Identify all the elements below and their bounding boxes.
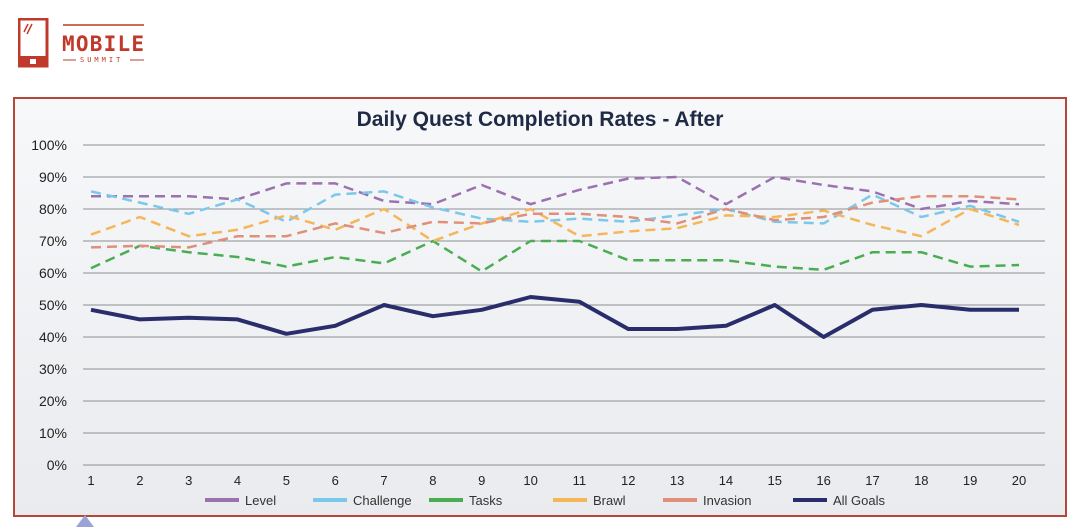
y-tick-label: 60%: [39, 265, 67, 281]
series-line-level: [91, 175, 1020, 211]
svg-text:SUMMIT: SUMMIT: [80, 56, 123, 64]
x-tick-label: 12: [621, 473, 635, 488]
y-tick-label: 10%: [39, 425, 67, 441]
legend-label: Tasks: [469, 493, 503, 508]
x-tick-label: 2: [136, 473, 143, 488]
line-chart: Daily Quest Completion Rates - After 0% 1…: [31, 108, 1045, 508]
legend-label: Invasion: [703, 493, 751, 508]
y-tick-label: 80%: [39, 201, 67, 217]
y-tick-label: 0%: [47, 457, 67, 473]
x-tick-label: 10: [523, 473, 537, 488]
cursor-triangle-icon: [76, 515, 94, 527]
legend-label: Brawl: [593, 493, 626, 508]
series-line-all-goals: [90, 295, 1019, 339]
series-line-tasks: [90, 239, 1020, 273]
x-tick-label: 13: [670, 473, 684, 488]
y-tick-label: 90%: [39, 169, 67, 185]
x-tick-label: 9: [478, 473, 485, 488]
x-tick-label: 11: [573, 473, 587, 488]
y-tick-label: 70%: [39, 233, 67, 249]
mobile-summit-logo: MOBILE SUMMIT: [18, 18, 144, 68]
x-tick-label: 4: [234, 473, 241, 488]
x-tick-label: 17: [865, 473, 879, 488]
x-tick-label: 3: [185, 473, 192, 488]
x-tick-label: 5: [283, 473, 290, 488]
series-line-invasion: [90, 194, 1020, 249]
x-tick-label: 14: [719, 473, 733, 488]
y-tick-label: 40%: [39, 329, 67, 345]
chart-frame: Daily Quest Completion Rates - After 0% 1…: [13, 97, 1067, 517]
legend-label: Level: [245, 493, 276, 508]
x-tick-label: 20: [1012, 473, 1026, 488]
x-tick-label: 19: [963, 473, 977, 488]
chart-title: Daily Quest Completion Rates - After: [357, 108, 724, 131]
svg-text:MOBILE: MOBILE: [62, 32, 144, 56]
x-tick-label: 16: [816, 473, 830, 488]
y-tick-label: 30%: [39, 361, 67, 377]
series-line-brawl: [90, 207, 1020, 243]
legend-label: Challenge: [353, 493, 412, 508]
x-tick-label: 7: [380, 473, 387, 488]
y-tick-label: 20%: [39, 393, 67, 409]
y-tick-label: 50%: [39, 297, 67, 313]
legend-label: All Goals: [833, 493, 886, 508]
x-tick-label: 18: [914, 473, 928, 488]
x-tick-label: 6: [332, 473, 339, 488]
y-tick-label: 100%: [31, 137, 67, 153]
x-tick-label: 15: [768, 473, 782, 488]
x-tick-label: 8: [429, 473, 436, 488]
series-line-challenge: [90, 190, 1020, 225]
x-tick-label: 1: [87, 473, 94, 488]
